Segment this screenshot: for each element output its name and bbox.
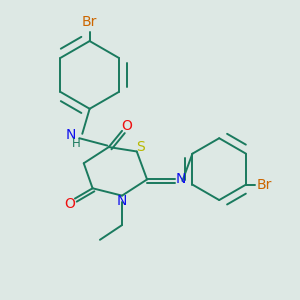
Text: O: O	[64, 197, 75, 211]
Text: O: O	[121, 119, 132, 134]
Text: N: N	[66, 128, 76, 142]
Text: N: N	[117, 194, 127, 208]
Text: N: N	[176, 172, 186, 186]
Text: Br: Br	[82, 15, 97, 29]
Text: H: H	[72, 137, 81, 150]
Text: Br: Br	[256, 178, 272, 192]
Text: S: S	[136, 140, 145, 154]
